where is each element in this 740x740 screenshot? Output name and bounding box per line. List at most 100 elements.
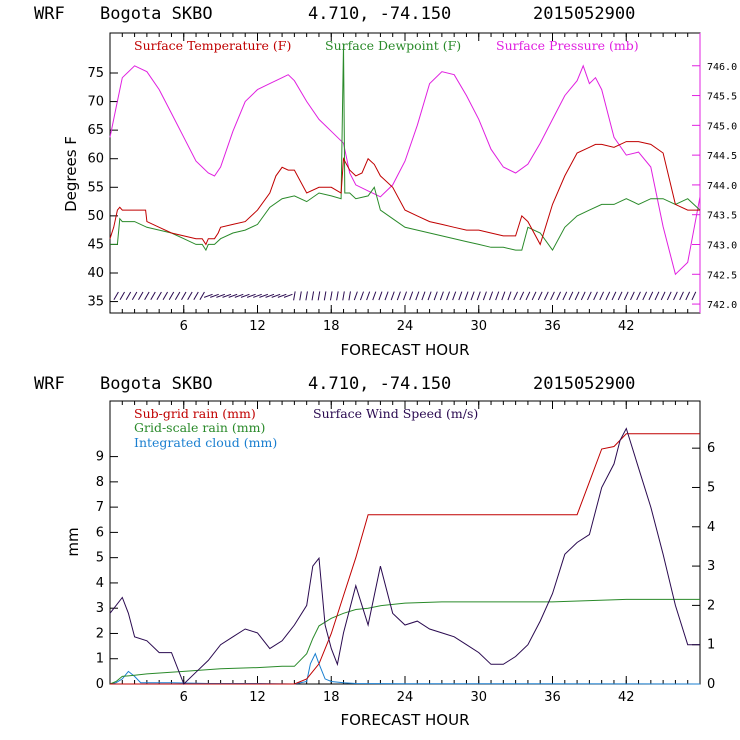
wind-barb	[636, 291, 641, 301]
wind-barb	[265, 293, 275, 298]
wind-barb	[378, 291, 383, 301]
wind-barb	[550, 291, 555, 301]
wind-barb	[666, 291, 672, 301]
wind-barb	[568, 291, 574, 301]
wind-barb	[685, 291, 691, 301]
legend-surface-dewpoint: Surface Dewpoint (F)	[325, 38, 461, 53]
wind-barb	[605, 291, 611, 301]
wind-barb	[181, 291, 187, 301]
wind-barb	[537, 291, 543, 301]
wind-barbs	[113, 291, 697, 301]
wind-barb	[216, 293, 226, 298]
wind-barb	[150, 291, 156, 301]
precipitation-panel: WRF Bogota SKBO 4.710, -74.150 201505290…	[34, 374, 715, 729]
panel2-y2-tick-label: 3	[707, 559, 715, 574]
surface-temperature-line	[109, 141, 700, 246]
wind-barb	[144, 291, 150, 301]
wind-barb	[593, 291, 598, 301]
panel2-x-tick-label: 36	[544, 690, 561, 705]
wind-barb	[531, 291, 537, 301]
panel2-x-tick-label: 24	[397, 690, 414, 705]
wind-barb	[489, 291, 494, 301]
wind-barb	[162, 291, 168, 301]
panel1-y2-tick-label: 743.0	[707, 240, 737, 251]
panel1-x-tick-label: 12	[249, 319, 266, 334]
panel1-x-axis-label: FORECAST HOUR	[340, 341, 469, 359]
surface-dewpoint-line	[110, 44, 701, 252]
wind-barb	[654, 291, 660, 301]
wind-barb	[458, 291, 463, 301]
wind-barb	[396, 291, 401, 301]
panel2-x-tick-label: 30	[470, 690, 487, 705]
panel2-y-ticks: 0 1 2 3 4 5 6 7 8 9	[96, 450, 118, 692]
panel1-x-tick-label: 24	[397, 319, 414, 334]
wind-barb	[679, 291, 684, 301]
wind-barb	[525, 291, 531, 301]
panel1-frame	[109, 32, 701, 314]
wind-barb	[384, 291, 389, 301]
panel2-x-tick-label: 12	[249, 690, 266, 705]
panel2-y-tick-label: 1	[96, 652, 104, 667]
wind-barb	[228, 293, 238, 298]
panel2-header-init: 2015052900	[533, 374, 635, 394]
panel1-y-tick-label: 45	[87, 237, 104, 252]
wind-barb	[642, 291, 648, 301]
wind-barb	[513, 291, 518, 301]
wind-barb	[648, 291, 654, 301]
panel1-header-coords: 4.710, -74.150	[308, 4, 451, 24]
panel1-y-tick-label: 35	[87, 295, 104, 310]
panel1-y2-ticks: 742.0 742.5 743.0 743.5 744.0 744.5 745.0 745.5…	[692, 62, 737, 311]
wind-barb	[271, 293, 281, 298]
surface-pressure-line	[109, 64, 701, 276]
wind-barb	[495, 291, 500, 301]
panel1-x-tick-label: 6	[180, 319, 188, 334]
wind-barb	[253, 293, 262, 298]
wind-barb	[562, 291, 568, 301]
wind-barb	[587, 291, 592, 301]
wind-barb	[277, 293, 287, 298]
panel1-x-tick-label: 36	[544, 319, 561, 334]
wind-barb	[113, 291, 119, 301]
panel1-y2-tick-label: 742.5	[707, 270, 737, 281]
panel2-y2-tick-label: 6	[707, 441, 715, 456]
panel1-y2-tick-label: 745.5	[707, 92, 737, 103]
panel1-y-ticks: 35 40 45 50 55 60 65 70 75	[87, 66, 118, 310]
wind-barb	[433, 291, 438, 301]
panel1-y-tick-label: 40	[87, 266, 104, 281]
wind-barb	[329, 291, 333, 301]
wind-barb	[293, 291, 296, 301]
wind-barb	[482, 291, 487, 301]
wind-barb	[323, 291, 327, 301]
panel2-y-tick-label: 3	[96, 601, 104, 616]
wind-barb	[311, 291, 315, 301]
wind-barb	[452, 291, 457, 301]
wind-barb	[131, 291, 138, 301]
panel1-x-tick-label: 18	[323, 319, 340, 334]
panel2-y-tick-label: 6	[96, 525, 104, 540]
wind-barb	[421, 291, 426, 301]
wind-barb	[464, 291, 469, 301]
panel1-y2-tick-label: 744.0	[707, 181, 737, 192]
wind-barb	[317, 291, 321, 301]
wind-barb	[427, 291, 432, 301]
wind-barb	[439, 291, 444, 301]
wind-barb	[342, 291, 345, 301]
panel1-y2-tick-label: 744.5	[707, 151, 737, 162]
wind-barb	[617, 291, 623, 301]
panel2-y2-tick-label: 1	[707, 638, 715, 653]
wind-barb	[156, 291, 162, 301]
wind-barb	[168, 291, 175, 301]
wind-barb	[138, 291, 144, 301]
wind-barb	[507, 291, 512, 301]
wind-barb	[470, 291, 475, 301]
panel1-y2-tick-label: 746.0	[707, 62, 737, 73]
wind-barb	[210, 293, 219, 298]
wind-barb	[283, 293, 293, 298]
panel2-x-tick-label: 42	[618, 690, 635, 705]
panel2-header-coords: 4.710, -74.150	[308, 374, 451, 394]
wind-barb	[372, 291, 377, 301]
panel1-y-axis-label: Degrees F	[62, 136, 80, 212]
panel2-y-tick-label: 2	[96, 626, 104, 641]
temperature-panel: WRF Bogota SKBO 4.710, -74.150 201505290…	[34, 4, 737, 359]
